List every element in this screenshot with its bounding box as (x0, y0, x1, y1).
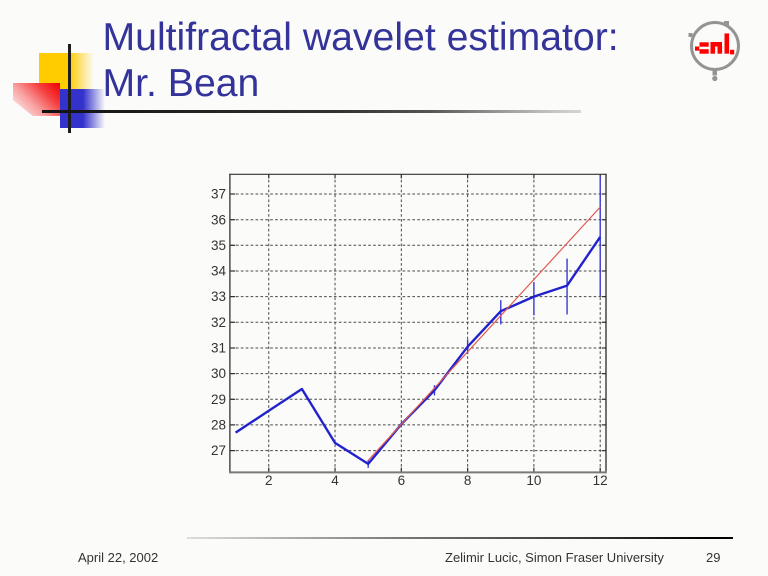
svg-text:35: 35 (211, 238, 226, 253)
svg-text:6: 6 (398, 473, 406, 488)
svg-text:31: 31 (211, 341, 226, 356)
svg-text:32: 32 (211, 315, 226, 330)
svg-text:2: 2 (265, 473, 273, 488)
svg-text:12: 12 (593, 473, 608, 488)
svg-text:29: 29 (211, 392, 226, 407)
svg-text:37: 37 (211, 187, 226, 202)
svg-text:8: 8 (464, 473, 472, 488)
svg-text:30: 30 (211, 366, 226, 381)
svg-text:36: 36 (211, 212, 226, 227)
svg-text:33: 33 (211, 289, 226, 304)
svg-text:4: 4 (331, 473, 339, 488)
svg-text:10: 10 (526, 473, 541, 488)
svg-text:34: 34 (211, 264, 227, 279)
svg-text:27: 27 (211, 443, 226, 458)
svg-text:28: 28 (211, 418, 226, 433)
